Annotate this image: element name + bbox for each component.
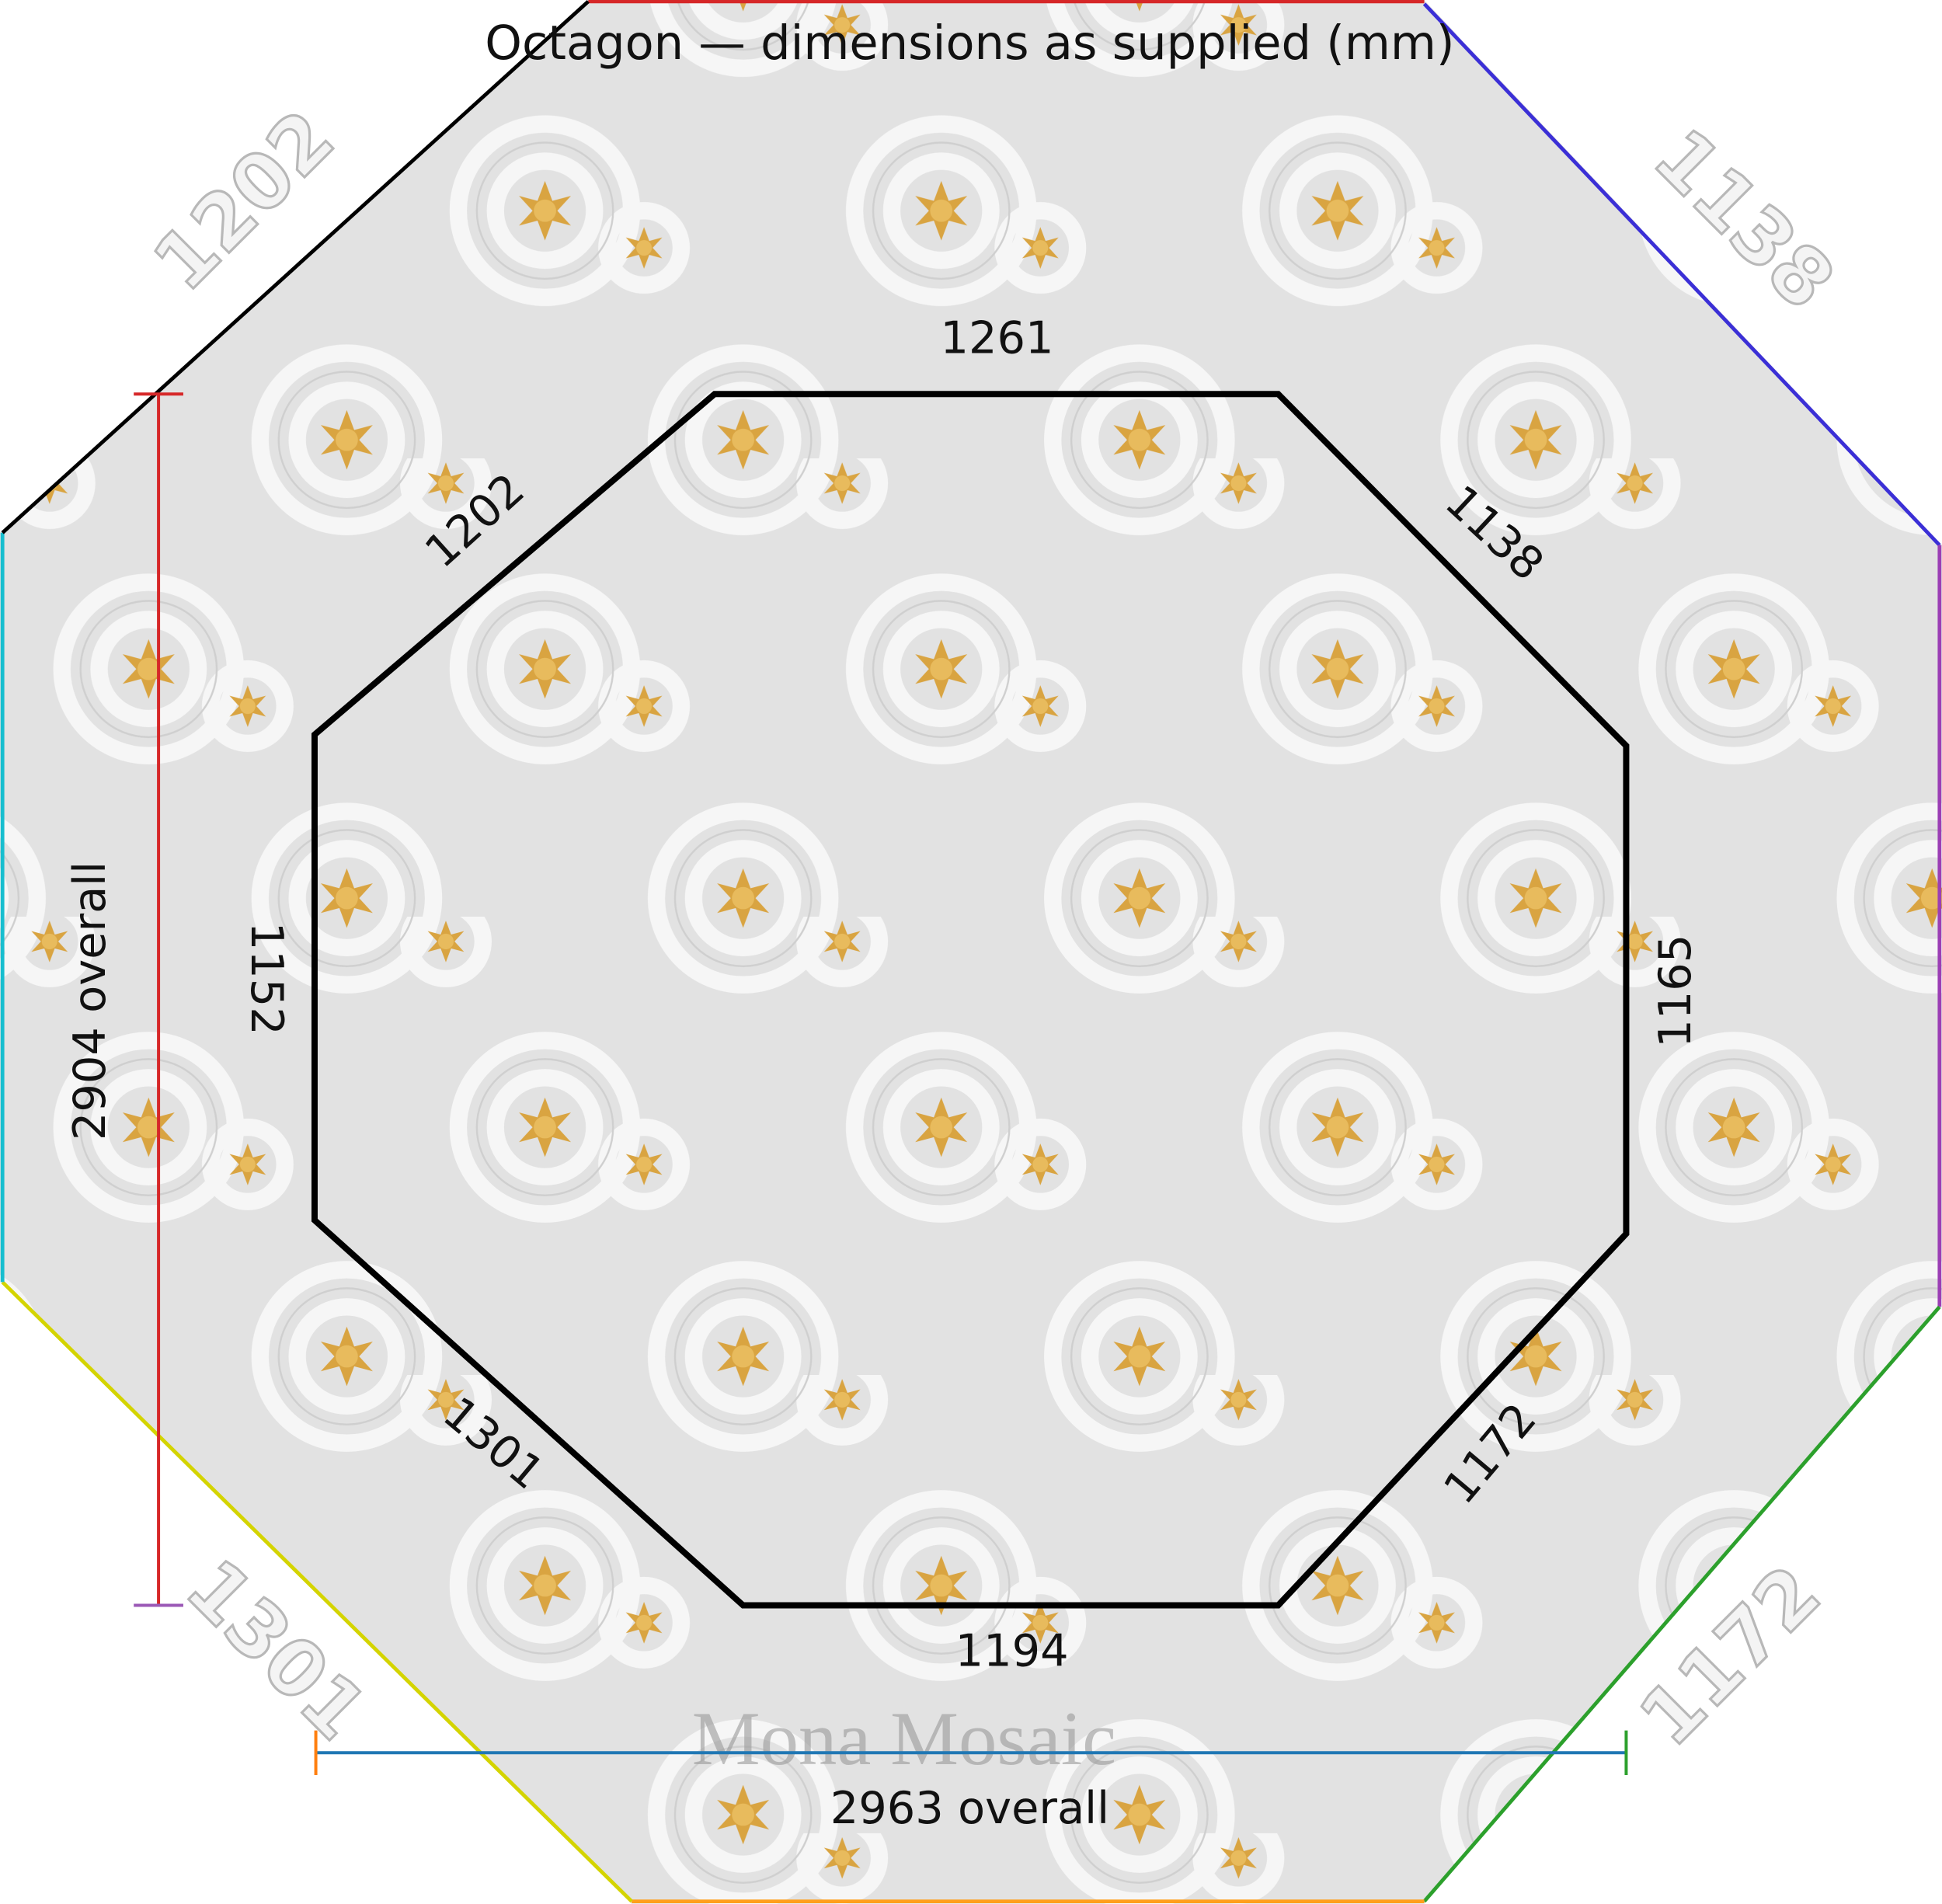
edge <box>1 0 590 534</box>
edge <box>1422 1305 1941 1903</box>
side-label: 1165 <box>1649 935 1701 1048</box>
side-label: 1261 <box>940 312 1053 364</box>
inner-octagon <box>311 391 1630 1609</box>
dimension-lines <box>134 392 1628 1775</box>
overall-height: 2904 overall <box>64 861 116 1140</box>
side-label: 1194 <box>955 1624 1069 1676</box>
edge <box>1 1280 633 1903</box>
overall-width: 2963 overall <box>830 1782 1109 1834</box>
title: Octagon — dimensions as supplied (mm) <box>485 16 1454 71</box>
watermark: Mona Mosaic <box>692 1697 1116 1781</box>
edge <box>1422 2 1941 547</box>
side-label: 1152 <box>241 922 293 1036</box>
